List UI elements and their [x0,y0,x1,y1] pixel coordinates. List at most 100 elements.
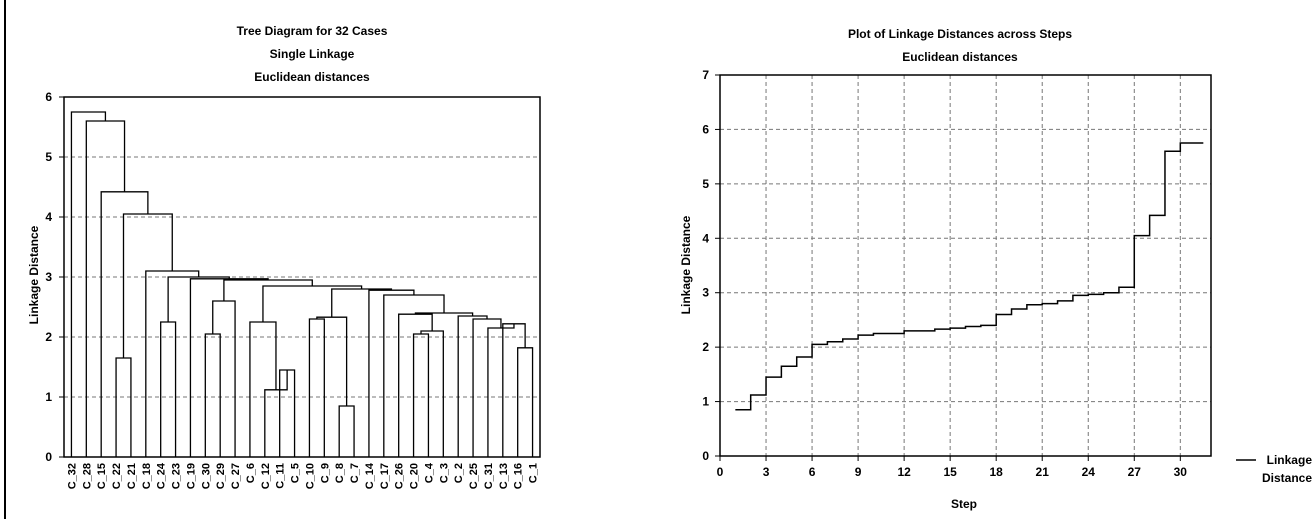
dendrogram-y-tick-label: 2 [45,330,52,344]
dendrogram-leaf-labels: C_32 C_28 C_15 C_22 C_21 C_18 C_24 C_23 C_19 C_30… [66,462,539,489]
dendrogram-leaf-label: C_25 [468,463,480,489]
dendrogram-y-tick-label: 5 [45,150,52,164]
dendrogram-link [100,191,149,457]
dendrogram-link [212,300,236,457]
dendrogram-link [85,120,126,457]
dendrogram-leaf-label: C_5 [290,463,302,483]
dendrogram-leaf-label: C_22 [111,463,123,489]
dendrogram-leaf-label: C_17 [379,463,391,489]
dendrogram-leaf-label: C_10 [304,463,316,489]
dendrogram-link [308,318,325,457]
step-chart-series [735,142,1204,411]
dendrogram-gridlines [64,156,540,398]
dendrogram-leaf-label: C_18 [141,463,153,489]
step-chart-x-tick-label: 30 [1174,465,1188,479]
dendrogram-link [472,318,502,457]
step-chart-title: Plot of Linkage Distances across Steps [848,27,1072,41]
step-chart-x-axis-label: Step [951,497,977,511]
dendrogram-link [331,288,393,318]
dendrogram-leaf-label: C_13 [498,463,510,489]
step-chart-legend: Linkage Distance [1236,453,1312,485]
dendrogram-leaf-label: C_26 [394,463,406,489]
dendrogram-y-axis-label: Linkage Distance [27,225,41,324]
dendrogram-subtitle-linkage: Single Linkage [270,47,355,61]
dendrogram-leaf-label: C_6 [245,463,257,483]
dendrogram-link [316,316,348,406]
dendrogram-link [204,333,221,457]
step-chart-y-tick-label: 6 [702,122,709,136]
dendrogram-link [160,321,177,457]
dendrogram-chart: Tree Diagram for 32 Cases Single Linkage… [27,24,541,489]
dendrogram-leaf-label: C_19 [185,463,197,489]
dendrogram-leaf-label: C_23 [171,463,183,489]
dendrogram-leaf-label: C_30 [200,463,212,489]
dendrogram-link [368,289,415,457]
dendrogram-link [487,323,515,457]
dendrogram-link [70,111,107,457]
dendrogram-leaf-label: C_9 [319,463,331,483]
step-chart-x-tick-label: 9 [855,465,862,479]
window-left-border [4,0,6,519]
dendrogram-y-tick-label: 1 [45,390,52,404]
dendrogram-leaf-label: C_15 [96,463,108,489]
dendrogram-leaf-label: C_3 [438,463,450,483]
step-chart-x-tick-label: 3 [763,465,770,479]
dendrogram-link [223,279,313,301]
dendrogram-leaf-label: C_4 [423,462,435,483]
dendrogram-link [167,276,230,322]
dendrogram-y-tick-label: 4 [45,210,52,224]
dendrogram-link [420,330,444,457]
step-chart-x-tick-label: 27 [1128,465,1142,479]
step-chart-y-tick-label: 7 [702,68,709,82]
dendrogram-leaf-label: C_31 [483,463,495,489]
dendrogram-link [517,347,534,457]
step-chart-y-ticks: 0 1 2 3 4 5 6 7 [702,68,720,463]
dendrogram-leaf-label: C_27 [230,463,242,489]
dendrogram-y-tick-label: 3 [45,270,52,284]
step-line-chart: Plot of Linkage Distances across Steps E… [679,27,1312,511]
dendrogram-leaf-label: C_20 [409,463,421,489]
dendrogram-link [338,405,355,457]
dendrogram-y-tick-label: 0 [45,450,52,464]
step-chart-x-tick-label: 15 [943,465,957,479]
step-chart-subtitle: Euclidean distances [902,50,1018,64]
step-chart-x-ticks: 0 3 6 9 12 15 18 21 24 27 30 [717,456,1188,479]
step-chart-x-tick-label: 0 [717,465,724,479]
step-chart-y-tick-label: 3 [702,286,709,300]
dendrogram-leaf-label: C_8 [334,463,346,483]
step-chart-gridlines [720,75,1211,456]
dendrogram-subtitle-distance: Euclidean distances [254,70,370,84]
dendrogram-leaf-label: C_12 [260,463,272,489]
dendrogram-leaf-label: C_7 [349,463,361,483]
dendrogram-leaf-label: C_16 [513,463,525,489]
dendrogram-title: Tree Diagram for 32 Cases [237,24,388,38]
step-chart-plot-frame [719,74,1212,457]
dendrogram-link [115,357,132,457]
step-chart-y-tick-label: 1 [702,395,709,409]
step-chart-series-line [735,142,1204,411]
dendrogram-leaf-label: C_21 [126,463,138,489]
step-chart-x-tick-label: 12 [897,465,911,479]
dendrogram-leaf-label: C_2 [453,463,465,483]
dendrogram-link [122,213,173,358]
dendrogram-y-tick-label: 6 [45,90,52,104]
dendrogram-link [398,313,433,457]
dendrogram-leaf-label: C_1 [528,463,540,483]
dendrogram-plot-frame [63,96,541,458]
step-chart-x-tick-label: 18 [990,465,1004,479]
step-chart-y-tick-label: 4 [702,231,709,245]
step-chart-x-tick-label: 21 [1036,465,1050,479]
dendrogram-leaf-label: C_28 [81,463,93,489]
step-chart-y-axis-label: Linkage Distance [679,215,693,314]
step-chart-x-tick-label: 24 [1082,465,1096,479]
dendrogram-leaf-label: C_11 [275,463,287,489]
step-chart-y-tick-label: 2 [702,340,709,354]
dendrogram-leaf-label: C_14 [364,462,376,489]
dendrogram-leaf-label: C_24 [156,462,168,489]
dendrogram-link [189,278,269,457]
dendrogram-leaf-label: C_32 [66,463,78,489]
dendrogram-tree [70,111,534,457]
dendrogram-leaf-label: C_29 [215,463,227,489]
step-chart-x-tick-label: 6 [809,465,816,479]
